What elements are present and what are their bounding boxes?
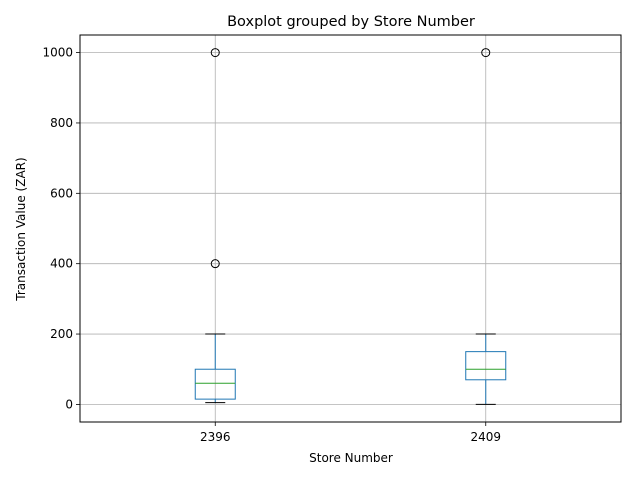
y-axis: 0 200 400 600 800 1000: [42, 46, 80, 411]
box-iqr: [194, 368, 236, 400]
x-tick-label: 2396: [200, 430, 231, 444]
x-axis-label: Store Number: [309, 451, 393, 465]
outlier-point: [210, 48, 220, 58]
box-series: [194, 48, 507, 405]
box-group-2396: [194, 48, 236, 404]
y-tick-label: 200: [50, 327, 73, 341]
grid-lines: [80, 35, 621, 422]
y-axis-label: Transaction Value (ZAR): [14, 157, 28, 301]
outlier-point: [481, 48, 491, 58]
y-tick-label: 0: [65, 397, 73, 411]
box-group-2409: [465, 48, 507, 405]
y-tick-label: 400: [50, 257, 73, 271]
y-tick-label: 600: [50, 186, 73, 200]
x-axis: 2396 2409: [200, 422, 501, 444]
plot-frame: [79, 34, 622, 423]
x-tick-label: 2409: [470, 430, 501, 444]
y-tick-label: 800: [50, 116, 73, 130]
outlier-point: [210, 259, 220, 269]
box-iqr: [465, 351, 507, 381]
chart-title: Boxplot grouped by Store Number: [227, 14, 475, 30]
y-tick-label: 1000: [42, 46, 73, 60]
